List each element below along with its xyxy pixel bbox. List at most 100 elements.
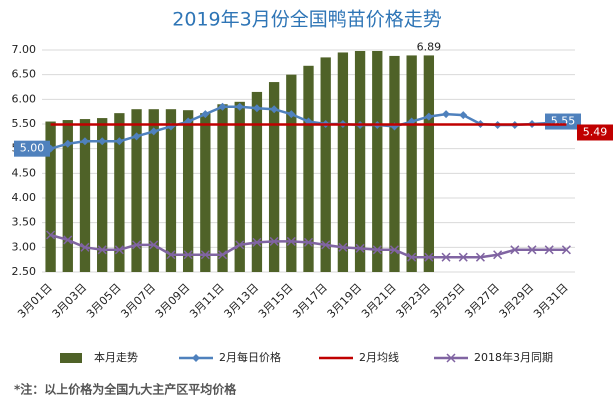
bar [131, 109, 142, 272]
marker [200, 250, 210, 260]
bar [165, 109, 177, 272]
marker [252, 104, 261, 113]
marker [201, 110, 210, 119]
x-tick-label: 3月23日 [393, 281, 433, 321]
x-tick-label: 3月25日 [428, 281, 468, 321]
data-label: 5.00 [20, 142, 45, 155]
bar [337, 52, 349, 272]
bar [286, 74, 297, 273]
bar [234, 101, 245, 272]
legend-swatch [60, 353, 82, 363]
bar [200, 113, 211, 272]
data-label: 6.89 [417, 40, 442, 53]
marker [98, 137, 107, 146]
y-tick-label: 2.50 [12, 265, 37, 278]
bar [217, 104, 228, 273]
marker [303, 237, 314, 247]
bar [320, 57, 331, 273]
x-tick-label: 3月17日 [290, 281, 330, 321]
bar [79, 119, 91, 272]
bar [97, 118, 108, 272]
x-tick-label: 3月03日 [50, 281, 90, 321]
marker [389, 245, 399, 255]
bar [251, 91, 263, 272]
marker [286, 236, 296, 246]
y-tick-label: 4.00 [12, 191, 37, 204]
bar [62, 120, 73, 272]
y-tick-label: 4.50 [12, 166, 37, 179]
bar [372, 50, 383, 273]
marker [270, 105, 279, 114]
x-tick-label: 3月01日 [15, 281, 55, 321]
marker [475, 252, 485, 262]
marker [235, 102, 244, 111]
y-tick-label: 7.00 [12, 43, 37, 56]
bar [114, 113, 125, 272]
marker [459, 111, 468, 120]
bar [45, 121, 56, 273]
x-tick-label: 3月13日 [222, 281, 262, 321]
x-tick-label: 3月07日 [118, 281, 158, 321]
marker [372, 245, 382, 255]
bar [389, 55, 400, 272]
marker [493, 250, 503, 260]
marker [80, 137, 89, 146]
marker [80, 242, 90, 252]
x-tick-label: 3月31日 [531, 281, 571, 321]
chart-title: 2019年3月份全国鸭苗价格走势 [172, 9, 441, 31]
legend-marker [446, 353, 456, 363]
label-box [14, 140, 50, 157]
legend-marker [192, 354, 200, 362]
marker [46, 230, 56, 240]
x-tick-label: 3月19日 [325, 281, 365, 321]
y-tick-label: 6.50 [12, 68, 37, 81]
bar [268, 82, 280, 272]
marker [114, 245, 124, 255]
marker [544, 245, 554, 255]
legend-label: 2月每日价格 [219, 350, 281, 364]
y-tick-label: 5.50 [12, 117, 37, 130]
marker [424, 112, 433, 121]
marker [407, 252, 417, 262]
marker [442, 110, 451, 119]
bar [182, 110, 194, 272]
marker [441, 252, 451, 262]
bar [303, 65, 314, 272]
marker [235, 240, 245, 250]
legend-label: 2018年3月同期 [474, 350, 553, 364]
marker [510, 245, 520, 255]
marker [166, 250, 176, 260]
x-tick-label: 3月15日 [256, 281, 296, 321]
footnote: *注：以上价格为全国九大主产区平均价格 [14, 382, 237, 397]
x-tick-label: 3月11日 [187, 281, 227, 321]
marker [218, 102, 227, 111]
marker [338, 242, 348, 252]
x-tick-label: 3月27日 [462, 281, 502, 321]
marker [132, 240, 142, 250]
marker [218, 250, 228, 260]
data-label: 5.49 [583, 125, 608, 138]
marker [424, 252, 434, 262]
bar [148, 109, 159, 272]
marker [458, 252, 468, 262]
x-tick-label: 3月09日 [153, 281, 193, 321]
x-tick-label: 3月29日 [497, 281, 537, 321]
legend-label: 2月均线 [359, 350, 399, 364]
bar [423, 55, 435, 272]
bar [354, 50, 366, 273]
marker [149, 127, 158, 136]
x-tick-label: 3月21日 [359, 281, 399, 321]
marker [252, 237, 262, 247]
legend-label: 本月走势 [94, 350, 138, 364]
marker [115, 137, 124, 146]
y-tick-label: 3.00 [12, 240, 37, 253]
y-tick-label: 3.50 [12, 216, 37, 229]
marker [149, 240, 159, 250]
marker [561, 245, 571, 255]
marker [287, 110, 296, 119]
marker [321, 240, 331, 250]
marker [97, 245, 107, 255]
bar [406, 55, 417, 272]
marker [63, 139, 72, 148]
